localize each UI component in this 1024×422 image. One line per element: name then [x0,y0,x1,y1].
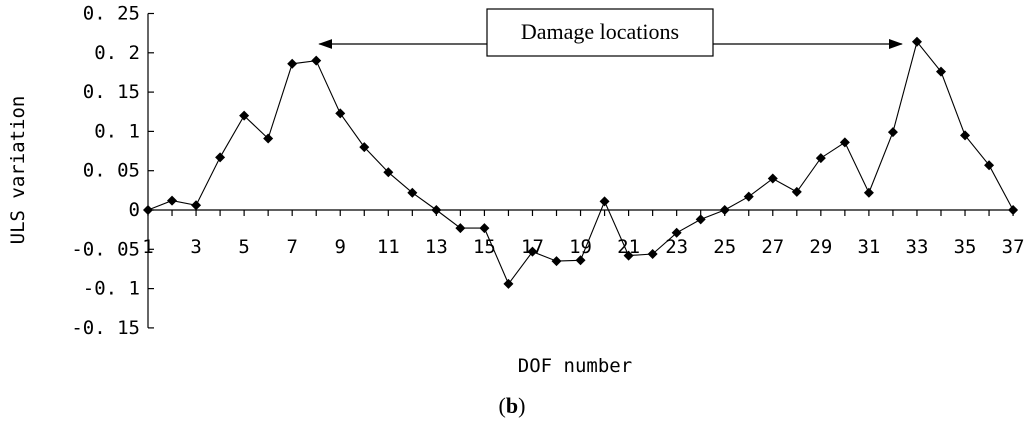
data-point-marker [335,108,346,119]
data-point-marker [551,256,562,267]
x-axis-title: DOF number [518,355,632,377]
data-point-marker [311,55,322,66]
data-point-marker [287,58,298,69]
data-point-marker [143,205,153,215]
annotation-box [486,8,714,57]
data-point-marker [767,173,778,184]
data-point-marker [647,249,658,260]
y-tick-label: 0. 05 [83,160,140,182]
data-point-marker [984,160,995,171]
y-axis-title: ULS variation [7,96,29,245]
panel-label-letter: b [506,393,518,418]
x-tick-label: 25 [713,236,736,258]
x-tick-label: 3 [190,236,201,258]
data-point-marker [575,255,586,266]
x-tick-label: 5 [238,236,249,258]
damage-locations-annotation: Damage locations [318,8,903,57]
x-tick-label: 21 [617,236,640,258]
data-point-marker [383,167,394,178]
data-point-marker [599,196,610,207]
data-point-marker [839,137,850,148]
panel-label-close: ) [518,393,525,418]
y-tick-label: -0. 05 [71,238,140,260]
data-point-marker [743,191,754,202]
x-tick-label: 7 [286,236,297,258]
data-point-marker [815,153,826,164]
data-point-marker [455,223,466,234]
data-point-marker [1008,205,1019,215]
x-tick-label: 23 [665,236,688,258]
y-tick-label: -0. 1 [83,278,140,300]
data-point-marker [887,127,898,138]
data-point-marker [791,186,802,197]
data-point-marker [863,187,874,198]
y-tick-label: 0. 2 [94,42,140,64]
data-point-marker [527,246,538,257]
data-point-marker [671,227,682,238]
tick-labels: 0. 25 0. 2 0. 15 0. 1 0. 05 0 -0. 05 -0. 1 -0. 1… [71,3,1024,339]
data-point-marker [215,152,226,163]
x-tick-label: 31 [857,236,880,258]
y-tick-label: 0. 15 [83,81,140,103]
data-point-marker [911,36,922,47]
data-point-marker [263,133,274,144]
data-point-marker [407,187,418,198]
data-point-marker [503,278,514,289]
data-point-marker [431,205,442,215]
data-point-marker [960,130,971,141]
data-point-marker [935,66,946,77]
panel-label-open: ( [499,393,506,418]
x-tick-label: 1 [142,236,153,258]
x-tick-label: 15 [473,236,496,258]
x-tick-label: 35 [954,236,977,258]
x-tick-label: 9 [335,236,346,258]
data-point-marker [479,223,490,234]
axes [147,12,1014,329]
x-tick-label: 29 [809,236,832,258]
series [143,36,1019,289]
data-point-marker [191,200,202,211]
data-point-marker [623,250,634,261]
x-tick-label: 11 [377,236,400,258]
x-tick-label: 33 [906,236,929,258]
x-tick-label: 17 [521,236,544,258]
y-tick-label: 0. 25 [83,3,140,25]
data-point-marker [239,110,250,121]
data-point-marker [359,142,370,153]
data-point-marker [695,214,706,225]
panel-label: (b) [499,393,526,418]
x-tick-label: 27 [761,236,784,258]
y-tick-label: 0 [129,199,140,221]
data-point-marker [719,205,730,215]
y-tick-label: -0. 15 [71,317,140,339]
annotation-text: Damage locations [521,19,679,44]
x-tick-label: 37 [1002,236,1024,258]
data-point-marker [167,195,178,206]
x-tick-label: 19 [569,236,592,258]
x-tick-label: 13 [425,236,448,258]
y-tick-label: 0. 1 [94,120,140,142]
